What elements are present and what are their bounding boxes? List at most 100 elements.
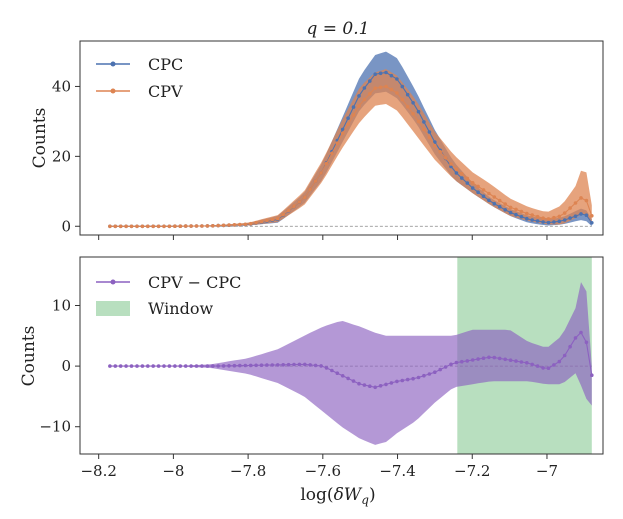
- cpv-data-point: [238, 222, 242, 227]
- cpv-cpc-data-point: [319, 364, 323, 368]
- cpv-cpc-data-point: [357, 381, 361, 386]
- cpv-cpc-data-point: [183, 364, 188, 368]
- cpv-data-point: [211, 224, 215, 228]
- bottom-axes-frame: [79, 256, 604, 455]
- cpv-data-point: [335, 141, 340, 145]
- cpv-cpc-data-point: [303, 362, 307, 367]
- cpv-data-point: [427, 135, 432, 140]
- cpv-cpc-data-point: [508, 358, 513, 363]
- cpv-cpc-data-point: [108, 364, 112, 368]
- cpv-data-point: [146, 224, 150, 229]
- cpv-data-point: [140, 224, 145, 229]
- cpv-data-point: [259, 219, 264, 224]
- top-y-ticks: 0 20 40: [52, 77, 80, 235]
- cpv-data-point: [292, 204, 296, 208]
- cpv-data-point: [416, 119, 421, 124]
- cpv-data-point: [227, 223, 231, 227]
- cpv-cpc-data-point: [205, 364, 210, 368]
- bottom-y-tick-label: 0: [61, 357, 71, 375]
- cpv-cpc-data-point: [438, 367, 443, 372]
- cpv-data-point: [113, 224, 118, 229]
- top-panel: q = 0.1 Counts 0 20 40 CPC CPV: [30, 19, 604, 240]
- cpv-data-point: [346, 122, 350, 126]
- bottom-y-tick-label: 10: [52, 296, 71, 314]
- cpc-data-point: [470, 186, 475, 190]
- cpv-cpc-data-point: [221, 364, 226, 368]
- cpv-cpc-data-point: [281, 363, 286, 367]
- cpv-cpc-data-point: [362, 383, 367, 387]
- cpv-cpc-data-point: [497, 356, 502, 361]
- cpc-data-point: [546, 220, 551, 225]
- cpv-data-point: [189, 224, 193, 228]
- cpv-data-point: [248, 221, 253, 226]
- cpv-cpc-data-point: [514, 359, 518, 363]
- cpv-data-point: [265, 218, 269, 223]
- legend-cpc-marker: [110, 61, 116, 67]
- cpv-data-point: [541, 216, 545, 220]
- cpv-cpc-data-point: [525, 361, 529, 365]
- cpc-data-point: [557, 219, 562, 224]
- cpv-cpc-data-point: [579, 330, 583, 335]
- top-chart-title: q = 0.1: [307, 19, 370, 39]
- cpv-cpc-data-point: [313, 363, 318, 368]
- cpv-data-point: [194, 224, 199, 228]
- cpv-data-point: [286, 208, 291, 213]
- cpv-data-point: [373, 86, 378, 90]
- cpv-cpc-data-point: [389, 381, 394, 385]
- cpv-cpc-data-point: [405, 377, 410, 382]
- cpv-cpc-data-point: [232, 363, 237, 368]
- cpv-data-point: [330, 151, 334, 156]
- cpv-cpc-data-point: [113, 364, 118, 368]
- cpv-data-point: [546, 217, 551, 221]
- cpv-data-point: [200, 224, 204, 228]
- cpv-data-point: [205, 224, 210, 228]
- cpv-data-point: [357, 104, 361, 108]
- cpc-data-point: [525, 216, 529, 221]
- bottom-x-tick-label: −8: [162, 462, 184, 480]
- cpv-cpc-data-point: [433, 370, 437, 375]
- cpv-data-point: [395, 91, 399, 95]
- cpv-cpc-data-point: [189, 364, 193, 368]
- top-legend: CPC CPV: [96, 55, 183, 101]
- cpv-data-point: [557, 214, 562, 219]
- cpv-cpc-data-point: [340, 374, 345, 378]
- cpv-cpc-data-point: [200, 364, 204, 368]
- cpv-data-point: [313, 179, 318, 183]
- cpc-data-point: [357, 94, 361, 98]
- cpv-data-point: [308, 187, 313, 191]
- cpc-data-point: [346, 116, 350, 120]
- cpv-cpc-data-point: [275, 363, 280, 367]
- cpv-cpc-data-point: [535, 364, 540, 368]
- cpv-cpc-data-point: [368, 384, 372, 389]
- cpv-cpc-data-point: [254, 363, 258, 368]
- legend-diff-label: CPV − CPC: [148, 273, 241, 292]
- cpc-data-point: [535, 219, 540, 223]
- cpv-data-point: [275, 216, 280, 221]
- cpc-data-point: [395, 77, 399, 81]
- cpv-cpc-data-point: [178, 364, 183, 368]
- cpv-data-point: [221, 223, 226, 228]
- cpv-cpc-data-point: [248, 363, 253, 368]
- cpc-data-point: [514, 212, 518, 217]
- cpc-data-point: [584, 213, 589, 217]
- cpv-data-point: [460, 172, 464, 176]
- cpv-cpc-data-point: [216, 364, 220, 368]
- cpv-data-point: [216, 223, 220, 228]
- bottom-plot-area: [108, 257, 594, 454]
- cpv-cpc-data-point: [492, 355, 497, 360]
- cpv-cpc-data-point: [503, 357, 508, 362]
- cpv-data-point: [129, 224, 134, 229]
- cpv-cpc-data-point: [568, 344, 572, 349]
- cpv-data-point: [232, 223, 237, 227]
- cpv-data-point: [497, 198, 502, 203]
- cpv-cpc-data-point: [519, 360, 524, 364]
- cpv-data-point: [173, 224, 177, 228]
- cpc-data-point: [579, 212, 583, 216]
- cpv-cpc-data-point: [124, 364, 128, 368]
- cpv-cpc-data-point: [476, 357, 480, 361]
- bottom-y-ticks: −10 0 10: [39, 296, 80, 436]
- cpv-data-point: [465, 176, 470, 181]
- cpv-data-point: [449, 162, 453, 166]
- cpc-data-point: [427, 130, 432, 134]
